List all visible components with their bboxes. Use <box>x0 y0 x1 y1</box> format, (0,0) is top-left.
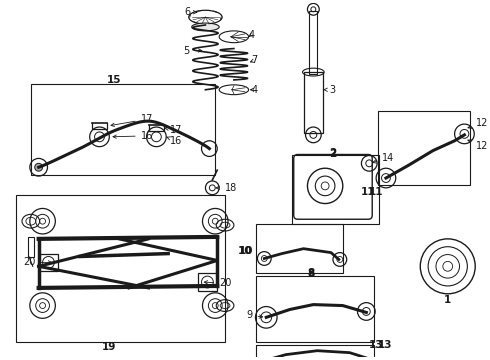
Text: 13: 13 <box>369 340 383 350</box>
Text: 11: 11 <box>369 187 383 197</box>
Text: 10: 10 <box>239 246 253 256</box>
Bar <box>292 156 379 224</box>
Text: 8: 8 <box>308 269 315 279</box>
Text: 19: 19 <box>102 342 117 352</box>
Text: 18: 18 <box>216 183 237 193</box>
Text: 9: 9 <box>246 310 263 320</box>
Text: 5: 5 <box>183 45 202 55</box>
Text: 15: 15 <box>107 75 122 85</box>
Text: 16: 16 <box>167 136 182 146</box>
Text: 20: 20 <box>24 257 51 267</box>
Bar <box>303 72 323 133</box>
Text: 20: 20 <box>204 278 232 288</box>
Bar <box>28 237 34 257</box>
Text: 17: 17 <box>111 114 153 126</box>
Bar <box>256 345 374 360</box>
Bar <box>309 11 317 74</box>
Text: 2: 2 <box>329 148 337 158</box>
Text: 4: 4 <box>248 30 255 40</box>
Ellipse shape <box>192 23 219 31</box>
Circle shape <box>35 163 43 171</box>
Text: 3: 3 <box>323 85 335 95</box>
Text: 7: 7 <box>250 55 258 65</box>
Text: 16: 16 <box>113 131 153 141</box>
Text: 14: 14 <box>0 359 1 360</box>
Text: 1: 1 <box>444 295 451 305</box>
Text: 13: 13 <box>378 340 392 350</box>
Bar <box>197 273 217 291</box>
Text: 17: 17 <box>165 125 182 135</box>
Text: 6: 6 <box>185 7 197 17</box>
Bar <box>256 276 374 342</box>
Text: 11: 11 <box>361 187 375 197</box>
Bar <box>256 224 343 273</box>
Bar <box>31 84 215 175</box>
Bar <box>16 195 225 342</box>
Bar <box>39 253 58 271</box>
Text: 14: 14 <box>373 153 394 163</box>
Text: 2: 2 <box>329 149 337 158</box>
Text: 12: 12 <box>468 140 489 151</box>
Bar <box>378 111 470 185</box>
Text: 10: 10 <box>238 246 252 256</box>
Text: 12: 12 <box>468 118 489 129</box>
Text: 4: 4 <box>250 85 258 95</box>
Text: 8: 8 <box>308 268 315 278</box>
